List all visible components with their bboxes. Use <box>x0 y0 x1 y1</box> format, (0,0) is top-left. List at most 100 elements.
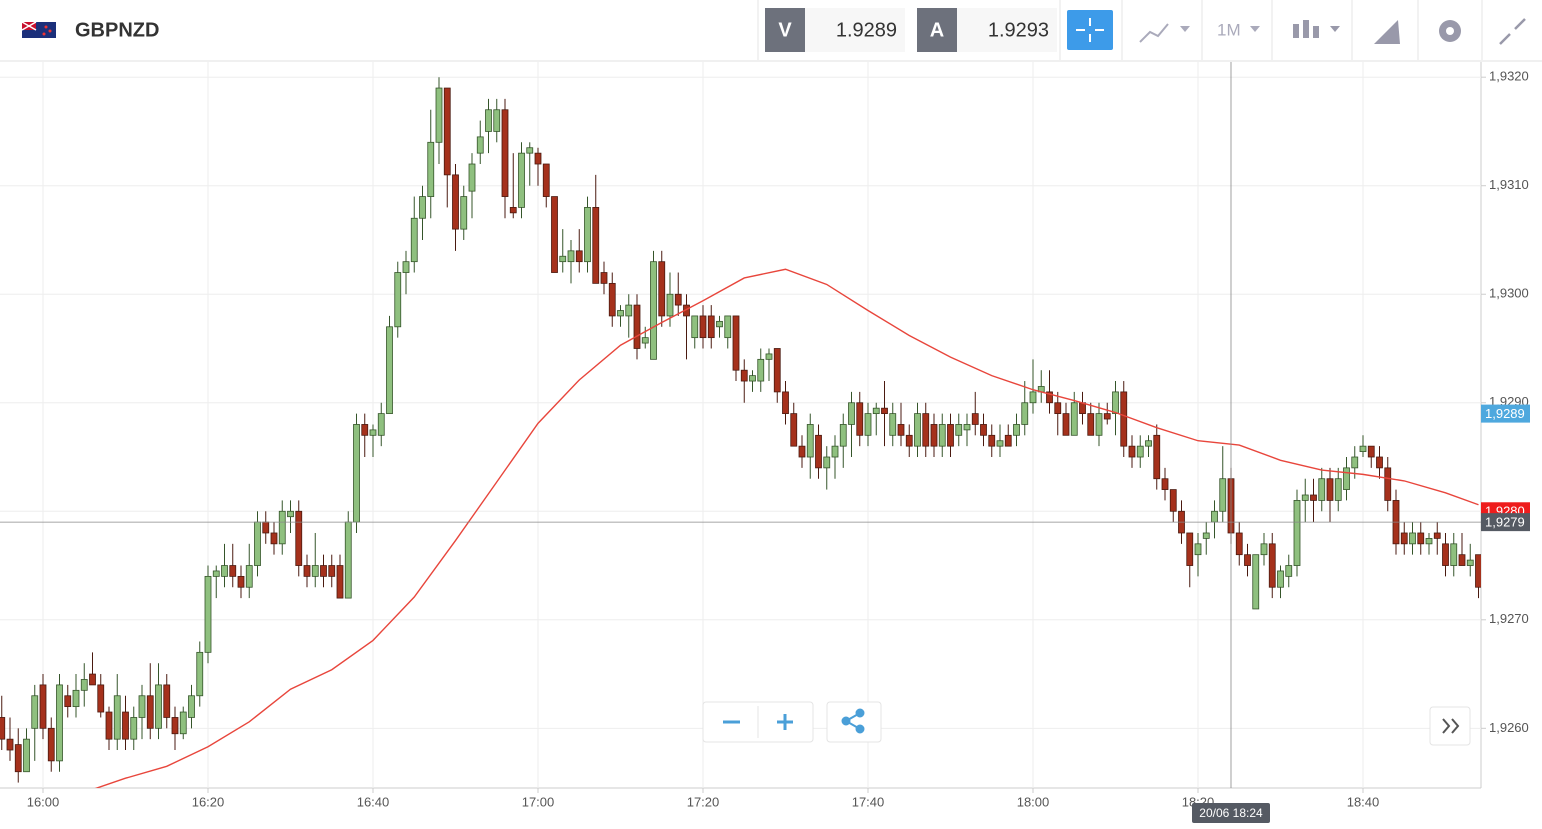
candle-body <box>1046 391 1053 404</box>
candle-body <box>221 565 228 577</box>
candle-body <box>790 413 798 447</box>
candle-body <box>930 424 938 447</box>
candle-body <box>749 375 756 382</box>
candle-body <box>80 679 88 691</box>
candle-body <box>806 424 814 458</box>
candle-body <box>1120 391 1128 447</box>
candle-body <box>666 293 674 317</box>
candle-body <box>1103 413 1111 420</box>
candle-body <box>1021 402 1029 425</box>
candle-body <box>938 424 946 447</box>
timeframe-caret <box>1250 26 1260 32</box>
candle-body <box>138 695 146 718</box>
candle-body <box>1079 402 1086 415</box>
candle-body <box>1293 500 1301 566</box>
chart-type-button[interactable] <box>1139 23 1190 43</box>
overlay: 1,92601,92701,92801,92901,93001,93101,93… <box>27 69 1530 823</box>
candle-body <box>122 711 129 740</box>
x-tick-label: 18:00 <box>1017 794 1050 809</box>
collapse-button[interactable] <box>1499 18 1526 45</box>
crosshair-time-box <box>1192 803 1270 823</box>
candle-body <box>782 391 789 415</box>
candle-body <box>1145 440 1152 447</box>
candle-body <box>6 738 14 751</box>
candle-body <box>798 445 806 458</box>
candle-body <box>1235 532 1243 556</box>
candle-body <box>476 136 484 154</box>
candle-body <box>1194 543 1202 556</box>
share-button[interactable] <box>826 701 882 743</box>
candle-body <box>1211 510 1218 523</box>
candle-body <box>320 565 327 577</box>
candle-body <box>196 651 204 697</box>
candle-body <box>493 109 501 132</box>
candle-body <box>212 570 220 577</box>
candle-body <box>724 315 732 339</box>
candle-body <box>1466 559 1474 566</box>
candle-body <box>361 424 369 436</box>
timeframe[interactable]: 1M <box>1217 20 1241 39</box>
bid-box[interactable] <box>805 8 905 52</box>
candle-body <box>89 673 96 686</box>
x-tick-label: 16:20 <box>192 794 225 809</box>
candle-body <box>146 695 154 729</box>
candle-body <box>1301 494 1309 501</box>
candle-body <box>204 575 212 653</box>
candle-body <box>625 304 633 317</box>
x-tick-label: 16:40 <box>357 794 390 809</box>
candle-body <box>369 429 377 436</box>
candle-body <box>963 424 971 431</box>
ask-box[interactable] <box>957 8 1057 52</box>
candle-body <box>617 310 624 317</box>
candle-body <box>188 695 195 718</box>
candle-body <box>443 87 451 176</box>
candle-body <box>1244 554 1251 566</box>
zoom-controls <box>702 701 1471 746</box>
candle-body <box>130 717 138 740</box>
candle-body <box>889 413 897 436</box>
candle-body <box>1153 434 1161 480</box>
zoom-in-button[interactable] <box>777 714 793 730</box>
candle-body <box>922 413 930 447</box>
y-tick-label: 1,9300 <box>1489 286 1529 301</box>
candle-body <box>559 255 567 263</box>
candle-body <box>1310 494 1317 501</box>
candle-body <box>179 711 187 735</box>
candle-body <box>773 348 781 393</box>
candle-body <box>971 413 979 425</box>
candle-body <box>1442 543 1449 566</box>
candle-body <box>1367 445 1375 458</box>
candle-body <box>691 315 699 339</box>
candle-body <box>1425 538 1433 545</box>
candle-body <box>740 369 748 382</box>
candle-body <box>311 565 319 577</box>
candle-body <box>633 304 641 349</box>
candle-body <box>1169 489 1177 512</box>
candle-body <box>947 424 954 447</box>
candle-body <box>848 402 855 425</box>
crosshair-price-label: 1,9279 <box>1485 515 1525 530</box>
candle-body <box>1277 570 1284 588</box>
candle-body <box>97 684 105 713</box>
candle-body <box>1450 543 1458 566</box>
bid-tag-box[interactable] <box>765 8 805 52</box>
candle-body <box>1260 543 1268 556</box>
settings-button[interactable] <box>1439 20 1461 42</box>
candle-body <box>1334 478 1342 501</box>
candle-body <box>460 196 468 230</box>
indicator-button[interactable] <box>1293 20 1340 38</box>
candle-body <box>1112 391 1119 415</box>
candle-body <box>551 196 558 273</box>
candle-body <box>542 163 550 197</box>
candle-body <box>394 272 402 328</box>
candle-body <box>864 413 872 436</box>
candle-body <box>377 413 385 436</box>
draw-button[interactable] <box>1374 20 1400 44</box>
candle-body <box>1433 532 1441 539</box>
crosshair-icon <box>1076 18 1104 42</box>
candle-body <box>1161 478 1169 490</box>
candle-body <box>23 738 30 773</box>
crosshair-button[interactable] <box>1067 10 1113 50</box>
ask-tag-box[interactable] <box>917 8 957 52</box>
